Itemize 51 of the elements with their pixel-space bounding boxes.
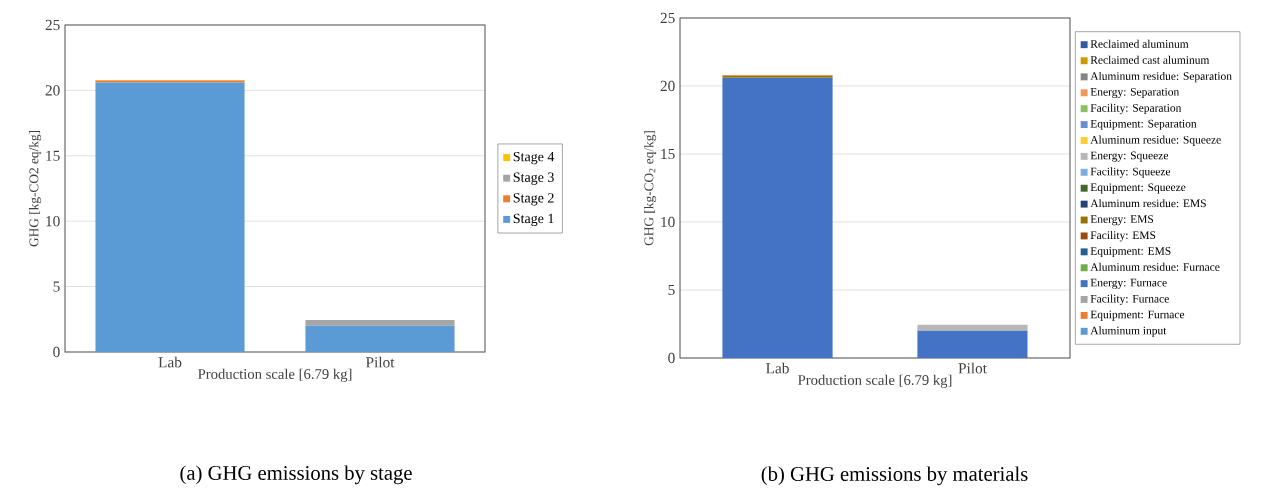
- legend-label: Aluminum residue: EMS: [1090, 199, 1206, 208]
- y-tick-label: 25: [660, 12, 675, 24]
- y-tick-label: 0: [53, 346, 60, 358]
- x-tick-label: Lab: [158, 356, 182, 368]
- bar: [722, 77, 833, 358]
- legend-label: Equipment: Separation: [1090, 119, 1197, 130]
- legend-label: Stage 4: [513, 151, 555, 165]
- legend-label: Energy: EMS: [1090, 215, 1154, 226]
- x-tick-label: Lab: [766, 362, 789, 374]
- legend-label: Reclaimed cast aluminum: [1090, 55, 1210, 64]
- legend-label: Facility: Squeeze: [1090, 167, 1171, 178]
- y-tick-label: 0: [668, 352, 675, 364]
- text: (b) GHG emissions by materials: [761, 466, 1028, 486]
- bar: [917, 324, 1028, 331]
- legend-label: Equipment: Furnace: [1090, 310, 1185, 321]
- bar: [305, 325, 455, 352]
- x-tick-label: Pilot: [958, 362, 987, 374]
- legend-label: Energy: Furnace: [1090, 278, 1167, 289]
- legend-label: Facility: EMS: [1090, 230, 1156, 242]
- y-tick-label: 15: [46, 150, 60, 161]
- y-tick-label: 5: [668, 284, 675, 296]
- y-tick-label: 10: [661, 216, 675, 228]
- bar: [305, 319, 455, 326]
- legend-label: Aluminum input: [1090, 326, 1167, 337]
- legend-label: Energy: Separation: [1090, 87, 1180, 99]
- legend-label: Facility: Furnace: [1090, 294, 1169, 305]
- legend-label: Energy: Squeeze: [1090, 151, 1168, 162]
- x-axis-title: Production scale [6.79 kg]: [198, 368, 352, 382]
- y-tick-label: 15: [661, 148, 675, 160]
- bar: [95, 82, 245, 352]
- text: (a) GHG emissions by stage: [180, 465, 412, 485]
- legend-label: Equipment: EMS: [1090, 247, 1171, 258]
- legend-label: Aluminum residue: Separation: [1090, 71, 1232, 83]
- bar: [917, 330, 1028, 358]
- y-tick-label: 10: [46, 216, 60, 227]
- legend-label: Stage 3: [513, 172, 554, 185]
- legend-label: Stage 1: [513, 213, 554, 227]
- x-tick-label: Pilot: [365, 356, 395, 368]
- y-tick-label: 20: [660, 80, 675, 92]
- y-axis-title: GHG [kg-CO$_{2}$ eq/kg]: [644, 131, 657, 246]
- x-axis-title: Production scale [6.79 kg]: [798, 374, 952, 388]
- legend-label: Equipment: Squeeze: [1090, 183, 1186, 194]
- legend-label: Reclaimed aluminum: [1090, 39, 1189, 48]
- y-tick-label: 25: [45, 19, 60, 31]
- legend-label: Aluminum residue: Squeeze: [1090, 135, 1221, 146]
- legend-label: Aluminum residue: Furnace: [1090, 262, 1220, 271]
- y-tick-label: 5: [53, 281, 60, 292]
- legend-label: Facility: Separation: [1090, 103, 1182, 115]
- y-axis-title: GHG [kg-CO2 eq/kg]: [29, 130, 42, 247]
- y-tick-label: 20: [45, 85, 60, 96]
- legend-label: Stage 2: [513, 193, 554, 206]
